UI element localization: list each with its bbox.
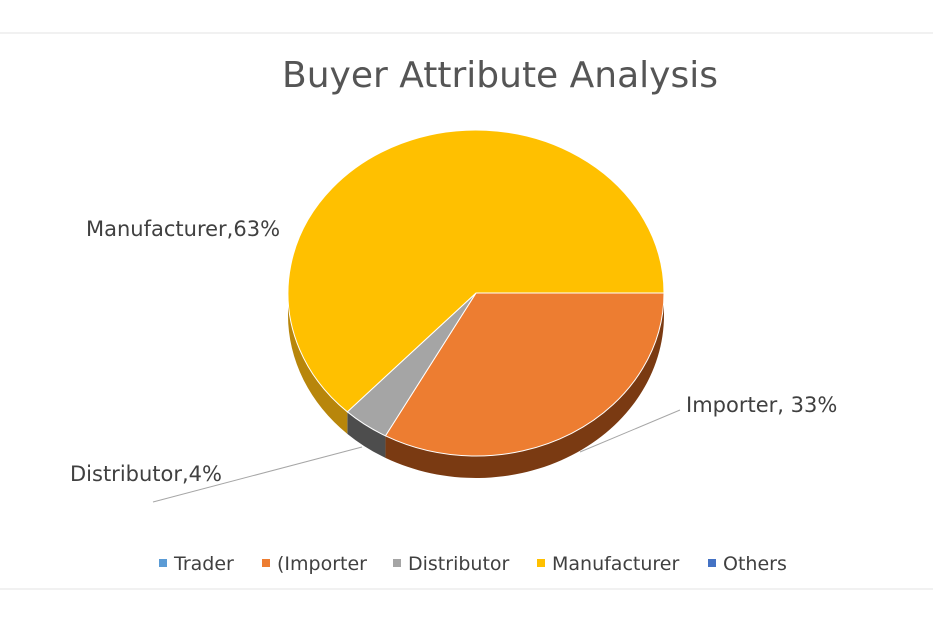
- pie: [287, 129, 665, 478]
- legend-swatch-others: [708, 559, 716, 567]
- legend-label-others: Others: [723, 553, 787, 575]
- legend-label-trader: Trader: [173, 553, 234, 575]
- data-label-importer: Importer, 33%: [686, 393, 837, 417]
- legend-swatch-manufacturer: [537, 559, 545, 567]
- legend-label-importer: (Importer: [277, 553, 367, 575]
- legend-swatch-distributor: [393, 559, 401, 567]
- data-label-distributor: Distributor,4%: [70, 462, 222, 486]
- pie-slice-importer: [384, 292, 665, 457]
- pie-side-importer: [385, 293, 664, 478]
- legend-swatch-importer: [262, 559, 270, 567]
- pie-side-distributor: [347, 411, 386, 458]
- pie-slice-manufacturer: [287, 129, 665, 413]
- legend-label-manufacturer: Manufacturer: [552, 553, 679, 575]
- legend-label-distributor: Distributor: [408, 553, 510, 575]
- chart-title: Buyer Attribute Analysis: [282, 55, 718, 96]
- legend: Trader (Importer Distributor Manufacture…: [159, 553, 787, 575]
- distributor-leader-line: [152, 446, 363, 503]
- importer-leader-line: [579, 409, 681, 453]
- data-label-manufacturer: Manufacturer,63%: [86, 217, 280, 241]
- legend-swatch-trader: [159, 559, 167, 567]
